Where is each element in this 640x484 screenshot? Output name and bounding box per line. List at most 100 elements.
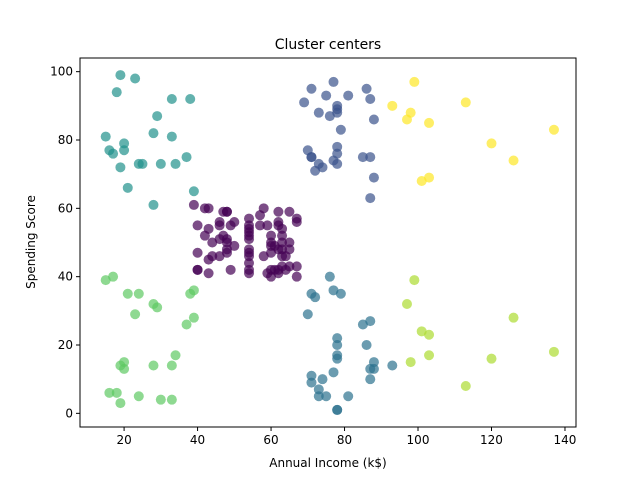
y-axis-label: Spending Score [24,195,38,289]
x-tick-label: 80 [337,433,352,447]
data-point [207,251,218,262]
data-point [203,223,214,234]
data-point [310,292,321,303]
data-point [229,240,240,251]
data-point [368,172,379,183]
data-point [225,264,236,275]
data-point [119,363,130,374]
x-tick-label: 140 [554,433,577,447]
data-point [365,193,376,204]
data-point [130,309,141,320]
data-point [111,387,122,398]
data-point [104,387,115,398]
data-point [115,398,126,409]
data-point [332,104,343,115]
data-point [166,131,177,142]
data-point [335,288,346,299]
data-point [148,128,159,139]
data-point [313,107,324,118]
data-point [306,83,317,94]
data-point [214,220,225,231]
data-point [277,223,288,234]
data-point [119,357,130,368]
data-point [424,329,435,340]
data-point [328,76,339,87]
plot-frame [79,57,577,428]
data-point [192,220,203,231]
data-point [119,138,130,149]
data-point [291,261,302,272]
data-point [100,131,111,142]
y-tick-label: 20 [58,338,73,352]
data-point [122,182,133,193]
data-point [343,90,354,101]
data-point [365,374,376,385]
data-point [262,220,273,231]
data-point [152,111,163,122]
data-point [291,217,302,227]
data-point [115,162,126,173]
data-point [166,360,177,371]
data-point [321,90,332,101]
data-point [277,230,288,241]
y-tick-label: 0 [65,406,73,420]
data-point [409,275,420,286]
data-point [221,247,232,258]
data-point [401,299,412,309]
data-point [188,199,199,210]
x-tick-label: 60 [263,433,278,447]
data-point [115,70,126,81]
y-tick-label: 60 [58,201,73,215]
data-point [258,203,269,214]
data-point [332,158,343,169]
data-point [548,124,559,135]
data-point [170,158,181,169]
data-point [409,76,420,87]
data-point [306,377,317,388]
data-point [192,247,203,258]
data-point [229,217,240,227]
data-point [460,381,471,391]
y-tick-label: 80 [58,133,73,147]
data-point [244,268,255,279]
x-axis-label: Annual Income (k$) [269,456,386,470]
data-point [133,288,144,299]
data-point [221,206,232,217]
data-point [387,360,398,371]
data-point [548,346,559,357]
data-point [299,97,310,108]
x-tick-label: 100 [407,433,430,447]
data-point [181,319,192,330]
data-point [365,316,376,327]
data-point [166,94,177,104]
data-point [111,87,122,98]
data-point [166,394,177,405]
data-point [486,353,497,364]
data-point [405,357,416,368]
data-point [244,213,255,224]
data-point [203,203,214,214]
data-point [155,158,166,169]
data-point [133,391,144,402]
data-point [368,363,379,374]
data-point [321,391,332,402]
data-point [343,391,354,402]
data-point [148,199,159,210]
data-point [137,158,148,169]
data-point [317,374,328,385]
data-point [181,152,192,163]
data-point [324,271,335,282]
data-point [486,138,497,149]
data-point [203,268,214,279]
data-point [368,114,379,125]
data-point [424,117,435,128]
data-point [291,271,302,282]
data-point [306,152,317,163]
data-point [108,148,119,159]
data-point [332,404,343,415]
x-tick-label: 120 [480,433,503,447]
data-point [313,384,324,395]
data-point [405,107,416,118]
